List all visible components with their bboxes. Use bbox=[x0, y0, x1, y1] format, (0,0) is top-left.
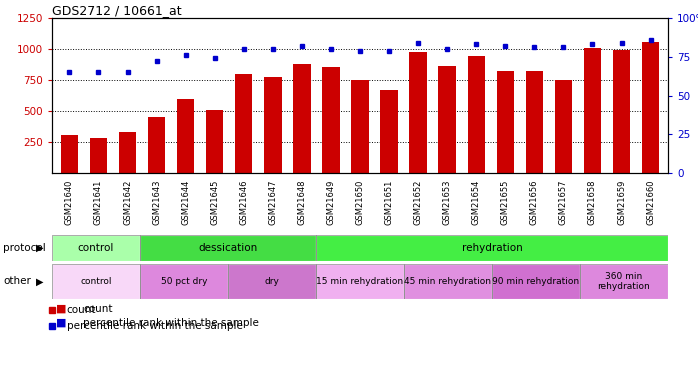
Text: percentile rank within the sample: percentile rank within the sample bbox=[83, 318, 259, 328]
Bar bbox=[140, 235, 316, 261]
Bar bbox=[526, 71, 543, 173]
Text: 15 min rehydration: 15 min rehydration bbox=[316, 277, 403, 286]
Bar bbox=[404, 264, 492, 299]
Bar bbox=[61, 135, 78, 173]
Bar bbox=[468, 56, 485, 173]
Bar bbox=[642, 42, 660, 173]
Bar bbox=[580, 264, 668, 299]
Bar bbox=[496, 71, 514, 173]
Bar bbox=[52, 235, 140, 261]
Bar bbox=[316, 264, 404, 299]
Bar bbox=[206, 110, 223, 173]
Bar bbox=[438, 66, 456, 173]
Bar bbox=[293, 64, 311, 173]
Text: percentile rank within the sample: percentile rank within the sample bbox=[67, 321, 243, 331]
Bar bbox=[228, 264, 316, 299]
Text: count: count bbox=[67, 305, 96, 315]
Bar bbox=[404, 264, 492, 299]
Text: dessication: dessication bbox=[198, 243, 258, 253]
Text: 360 min
rehydration: 360 min rehydration bbox=[597, 272, 651, 291]
Bar bbox=[584, 48, 601, 173]
Bar bbox=[316, 235, 668, 261]
Bar bbox=[316, 264, 404, 299]
Bar bbox=[228, 264, 316, 299]
Bar bbox=[580, 264, 668, 299]
Text: dry: dry bbox=[265, 277, 279, 286]
Text: rehydration: rehydration bbox=[461, 243, 522, 253]
Text: ▶: ▶ bbox=[36, 243, 44, 253]
Bar bbox=[140, 235, 316, 261]
Bar bbox=[177, 99, 194, 173]
Text: ■: ■ bbox=[55, 318, 66, 328]
Bar bbox=[264, 77, 281, 173]
Bar bbox=[140, 264, 228, 299]
Text: count: count bbox=[83, 304, 113, 314]
Text: 45 min rehydration: 45 min rehydration bbox=[405, 277, 491, 286]
Bar bbox=[148, 117, 165, 173]
Bar bbox=[410, 52, 427, 173]
Text: 90 min rehydration: 90 min rehydration bbox=[492, 277, 579, 286]
Bar bbox=[52, 264, 140, 299]
Text: control: control bbox=[80, 277, 112, 286]
Bar bbox=[492, 264, 580, 299]
Text: ■: ■ bbox=[55, 304, 66, 314]
Bar bbox=[351, 80, 369, 173]
Text: ▶: ▶ bbox=[36, 276, 44, 286]
Bar bbox=[613, 50, 630, 173]
Text: other: other bbox=[3, 276, 31, 286]
Bar bbox=[555, 80, 572, 173]
Text: 50 pct dry: 50 pct dry bbox=[161, 277, 207, 286]
Bar bbox=[322, 67, 340, 173]
Bar bbox=[52, 235, 140, 261]
Bar bbox=[316, 235, 668, 261]
Text: control: control bbox=[77, 243, 114, 253]
Text: protocol: protocol bbox=[3, 243, 46, 253]
Bar bbox=[119, 132, 136, 173]
Bar bbox=[90, 138, 107, 173]
Text: GDS2712 / 10661_at: GDS2712 / 10661_at bbox=[52, 4, 181, 17]
Bar bbox=[380, 90, 398, 173]
Bar bbox=[52, 264, 140, 299]
Bar bbox=[235, 74, 253, 173]
Bar bbox=[140, 264, 228, 299]
Bar bbox=[492, 264, 580, 299]
